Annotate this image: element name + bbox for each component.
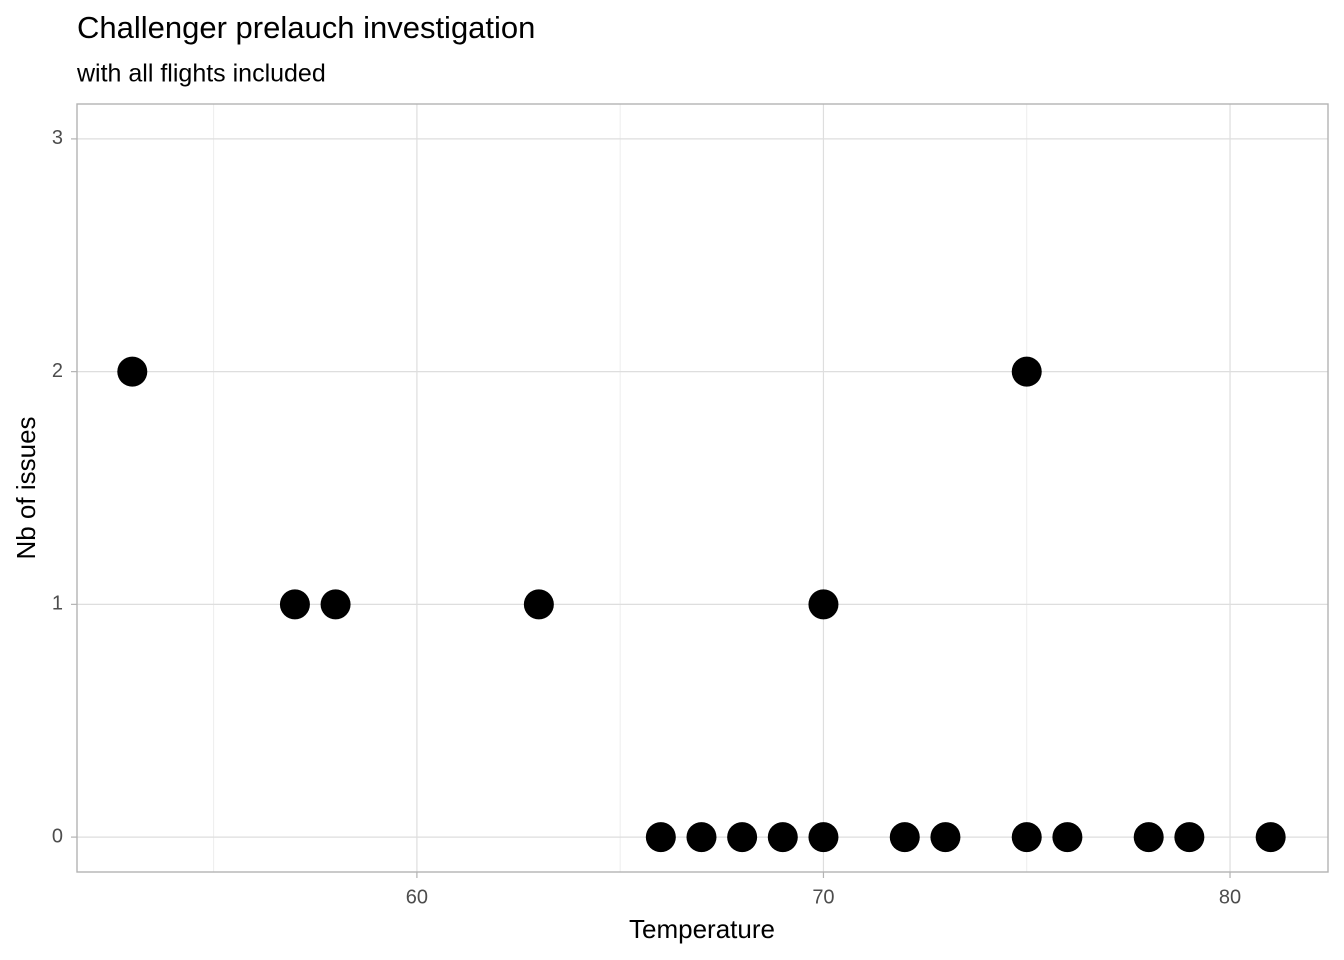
x-axis-title: Temperature bbox=[629, 914, 775, 944]
point bbox=[808, 589, 839, 620]
chart-subtitle: with all flights included bbox=[76, 60, 326, 88]
y-tick-label: 2 bbox=[52, 360, 63, 382]
point bbox=[320, 589, 351, 620]
point bbox=[889, 822, 920, 853]
x-tick-label: 60 bbox=[406, 886, 428, 908]
x-tick-label: 70 bbox=[812, 886, 834, 908]
chart-title: Challenger prelauch investigation bbox=[77, 10, 535, 45]
point bbox=[727, 822, 758, 853]
point bbox=[117, 356, 148, 387]
y-tick-label: 0 bbox=[52, 825, 63, 847]
y-tick-label: 1 bbox=[52, 593, 63, 615]
point bbox=[930, 822, 961, 853]
point bbox=[808, 822, 839, 853]
point bbox=[1011, 822, 1042, 853]
point bbox=[645, 822, 676, 853]
y-axis-title: Nb of issues bbox=[11, 416, 41, 559]
point bbox=[1174, 822, 1205, 853]
point bbox=[279, 589, 310, 620]
point bbox=[1255, 822, 1286, 853]
y-tick-label: 3 bbox=[52, 127, 63, 149]
point bbox=[1052, 822, 1083, 853]
point bbox=[1011, 356, 1042, 387]
point bbox=[686, 822, 717, 853]
point bbox=[767, 822, 798, 853]
panel-border bbox=[76, 103, 1329, 873]
x-tick-label: 80 bbox=[1219, 886, 1241, 908]
point bbox=[523, 589, 554, 620]
point bbox=[1133, 822, 1164, 853]
